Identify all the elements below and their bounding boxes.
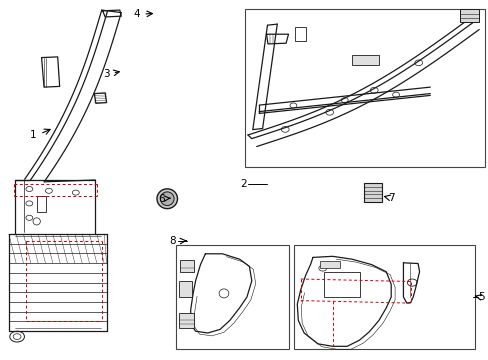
Bar xyxy=(295,27,305,41)
Text: 8: 8 xyxy=(169,236,176,246)
Bar xyxy=(294,245,474,349)
Text: 2: 2 xyxy=(240,179,246,189)
Bar xyxy=(320,261,339,268)
Bar xyxy=(351,55,378,65)
Text: 3: 3 xyxy=(103,69,110,79)
Bar xyxy=(180,260,193,272)
Ellipse shape xyxy=(33,218,40,225)
Ellipse shape xyxy=(157,189,177,209)
Ellipse shape xyxy=(219,289,228,298)
Bar xyxy=(459,9,478,22)
Bar xyxy=(179,281,191,297)
Bar xyxy=(245,9,484,167)
Text: 5: 5 xyxy=(477,292,484,302)
Bar xyxy=(363,183,382,202)
Bar xyxy=(323,272,360,297)
Text: 4: 4 xyxy=(133,9,140,19)
Bar xyxy=(37,196,46,212)
Text: 6: 6 xyxy=(158,194,164,204)
Bar xyxy=(176,245,288,349)
Text: 7: 7 xyxy=(387,193,394,203)
Bar xyxy=(179,313,194,328)
Ellipse shape xyxy=(160,192,174,206)
Text: 1: 1 xyxy=(30,130,37,140)
